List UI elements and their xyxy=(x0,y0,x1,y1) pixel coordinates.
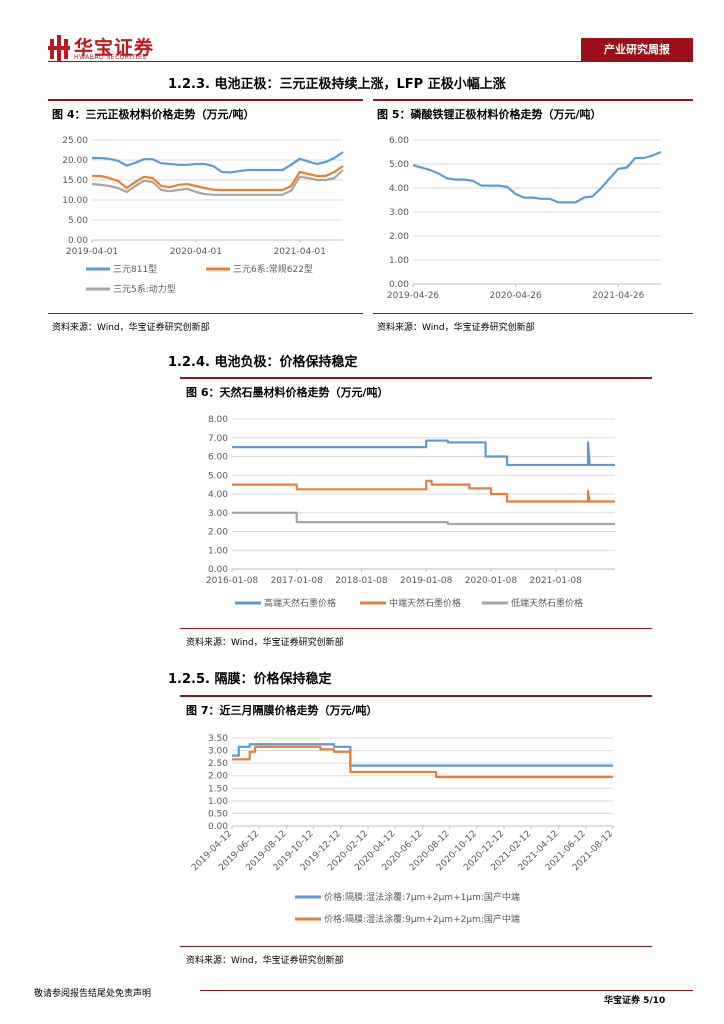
fig6-top-rule xyxy=(180,377,652,379)
fig6-x-tick-label: 2016-01-08 xyxy=(206,576,259,586)
fig6-y-tick-label: 5.00 xyxy=(208,471,228,481)
footer-divider xyxy=(200,990,693,991)
fig4-legend-label: 三元811型 xyxy=(113,264,157,275)
fig4-source: 资料来源：Wind，华宝证券研究创新部 xyxy=(52,323,210,333)
fig7-y-tick-label: 0.50 xyxy=(208,809,228,819)
fig4-y-tick-label: 10.00 xyxy=(62,196,88,206)
fig6-y-tick-label: 6.00 xyxy=(208,453,228,463)
company-logo: 华宝证券 HWABAO SECURITIES xyxy=(48,35,178,63)
fig5-y-tick-label: 6.00 xyxy=(389,136,409,146)
fig7-y-tick-label: 1.00 xyxy=(208,797,228,807)
fig6-x-tick-label: 2017-01-08 xyxy=(271,576,324,586)
fig6-legend-label: 中端天然石墨价格 xyxy=(389,597,461,609)
footer-disclaimer: 敬请参阅报告结尾处免责声明 xyxy=(34,989,152,999)
fig4-series-line-1 xyxy=(92,151,344,174)
fig6-y-tick-label: 1.00 xyxy=(208,546,228,556)
fig7-y-tick-label: 1.50 xyxy=(208,784,228,794)
fig5-bottom-rule xyxy=(373,313,693,314)
fig4-top-rule xyxy=(48,99,363,101)
fig6-x-tick-label: 2018-01-08 xyxy=(335,576,388,586)
fig4-y-tick-label: 5.00 xyxy=(68,216,88,226)
fig4-x-tick-label: 2020-04-01 xyxy=(170,247,222,257)
fig6-legend-label: 低端天然石墨价格 xyxy=(511,597,583,609)
fig4-y-tick-label: 20.00 xyxy=(62,156,88,166)
fig7-y-tick-label: 3.00 xyxy=(208,747,228,757)
fig5-chart: 0.00 1.00 2.00 3.00 4.00 5.00 6.00 2019-04-26 20… xyxy=(387,136,662,301)
fig6-y-tick-label: 0.00 xyxy=(208,565,228,575)
fig6-chart: 0.00 1.00 2.00 3.00 4.00 5.00 6.00 7.00 8.00 2016… xyxy=(206,415,615,609)
fig6-source: 资料来源：Wind，华宝证券研究创新部 xyxy=(186,638,344,648)
fig4-bottom-rule xyxy=(48,313,363,314)
fig5-series-line-1 xyxy=(412,150,662,204)
fig6-legend-label: 高端天然石墨价格 xyxy=(264,597,336,609)
fig4-legend-label: 三元5系:动力型 xyxy=(113,283,176,295)
fig6-y-tick-label: 4.00 xyxy=(208,490,228,500)
fig5-source: 资料来源：Wind，华宝证券研究创新部 xyxy=(377,323,535,333)
fig7-bottom-rule xyxy=(180,946,652,947)
fig5-title: 图 5：磷酸铁锂正极材料价格走势（万元/吨） xyxy=(377,108,602,121)
fig5-x-tick-label: 2021-04-26 xyxy=(592,291,645,301)
report-type-tag: 产业研究周报 xyxy=(581,38,693,62)
fig5-y-tick-label: 3.00 xyxy=(389,208,409,218)
fig5-y-tick-label: 2.00 xyxy=(389,232,409,242)
footer-page-number: 华宝证券 5/10 xyxy=(604,996,666,1006)
fig6-x-tick-label: 2019-01-08 xyxy=(400,576,453,586)
fig5-x-tick-label: 2020-04-26 xyxy=(489,291,542,301)
fig6-y-tick-label: 7.00 xyxy=(208,434,228,444)
fig4-legend-label: 三元6系:常规622型 xyxy=(233,263,313,275)
fig6-series-line-3 xyxy=(232,511,615,526)
fig4-title: 图 4：三元正极材料价格走势（万元/吨） xyxy=(52,108,255,121)
fig7-y-tick-label: 0.00 xyxy=(208,822,228,832)
section-title-1-2-4: 1.2.4. 电池负极：价格保持稳定 xyxy=(168,355,358,370)
fig6-y-tick-label: 2.00 xyxy=(208,528,228,538)
fig4-y-tick-label: 0.00 xyxy=(68,236,88,246)
fig7-top-rule xyxy=(180,695,652,697)
fig5-y-tick-label: 4.00 xyxy=(389,184,409,194)
fig6-y-tick-label: 3.00 xyxy=(208,509,228,519)
fig6-x-tick-label: 2020-01-08 xyxy=(465,576,518,586)
logo-text-cn: 华宝证券 xyxy=(74,37,155,59)
fig6-title: 图 6：天然石墨材料价格走势（万元/吨） xyxy=(186,386,389,399)
fig7-legend-label: 价格:隔膜:湿法涂覆:9μm+2μm+2μm:国产中端 xyxy=(324,913,520,925)
fig4-y-tick-label: 25.00 xyxy=(62,136,88,146)
section-title-1-2-3: 1.2.3. 电池正极：三元正极持续上涨，LFP 正极小幅上涨 xyxy=(168,77,506,92)
logo-text-en: HWABAO SECURITIES xyxy=(74,54,147,61)
fig5-y-tick-label: 1.00 xyxy=(389,256,409,266)
fig4-series-line-3 xyxy=(91,169,344,196)
header-divider xyxy=(48,61,581,62)
fig7-series-line-2 xyxy=(232,745,613,779)
fig5-y-tick-label: 0.00 xyxy=(389,280,409,290)
fig7-y-tick-label: 2.50 xyxy=(208,759,228,769)
fig5-y-tick-label: 5.00 xyxy=(389,160,409,170)
fig4-chart: 0.00 5.00 10.00 15.00 20.00 25.00 2019-04-01 20… xyxy=(62,136,344,295)
hwabao-logo-icon xyxy=(48,35,70,61)
fig7-source: 资料来源：Wind，华宝证券研究创新部 xyxy=(186,956,344,966)
fig6-bottom-rule xyxy=(180,628,652,629)
fig5-top-rule xyxy=(373,99,693,101)
fig4-series-line-2 xyxy=(92,165,344,192)
fig6-y-tick-label: 8.00 xyxy=(208,415,228,425)
fig5-x-tick-label: 2019-04-26 xyxy=(387,291,440,301)
section-title-1-2-5: 1.2.5. 隔膜：价格保持稳定 xyxy=(168,672,332,687)
fig7-y-tick-label: 2.00 xyxy=(208,772,228,782)
fig6-x-tick-label: 2021-01-08 xyxy=(530,576,583,586)
fig6-series-line-2 xyxy=(232,479,615,503)
fig7-chart: 0.000.501.001.502.002.503.003.502019-04-… xyxy=(190,734,615,925)
fig4-x-tick-label: 2021-04-01 xyxy=(274,247,326,257)
fig7-title: 图 7：近三月隔膜价格走势（万元/吨） xyxy=(186,704,378,717)
fig6-series-line-1 xyxy=(232,439,615,467)
fig4-y-tick-label: 15.00 xyxy=(62,176,88,186)
fig7-legend-label: 价格:隔膜:湿法涂覆:7μm+2μm+1μm:国产中端 xyxy=(324,891,520,903)
page-header: 华宝证券 HWABAO SECURITIES 产业研究周报 xyxy=(0,0,724,70)
fig7-y-tick-label: 3.50 xyxy=(208,734,228,744)
fig4-x-tick-label: 2019-04-01 xyxy=(66,247,118,257)
